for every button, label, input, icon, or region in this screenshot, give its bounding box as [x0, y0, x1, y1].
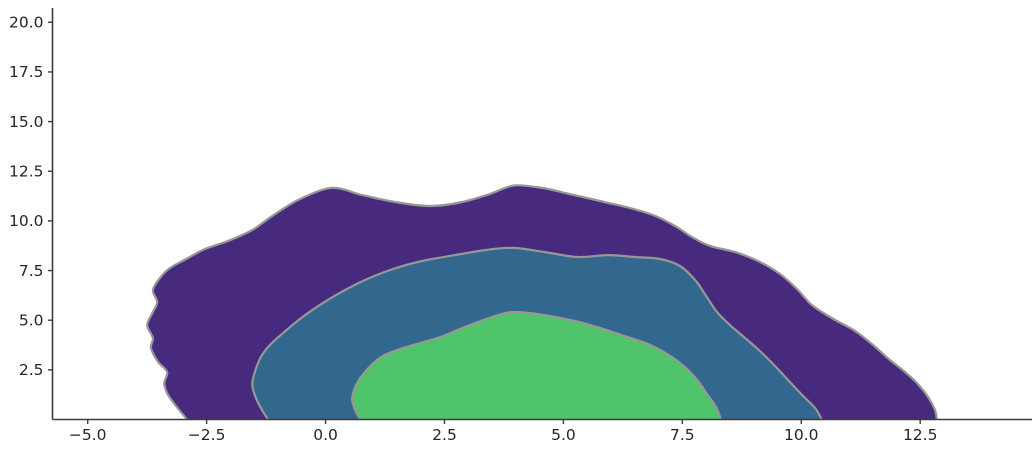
y-tick-label: 10.0	[9, 212, 44, 230]
y-tick-label: 20.0	[9, 14, 44, 32]
y-tick-label: 2.5	[19, 361, 44, 379]
contour-layers	[146, 184, 938, 420]
contour-edge-inner-high-density	[351, 310, 722, 420]
x-tick-label: 10.0	[784, 426, 819, 444]
y-tick-label: 7.5	[19, 262, 44, 280]
x-tick-label: 2.5	[432, 426, 457, 444]
x-tick-label: 0.0	[313, 426, 338, 444]
x-tick-label: 12.5	[903, 426, 938, 444]
contour-edge-outer-low-density	[146, 184, 938, 420]
x-tick-label: 7.5	[670, 426, 695, 444]
x-tick-label: −5.0	[69, 426, 107, 444]
y-tick-label: 17.5	[9, 63, 44, 81]
x-tick-label: 5.0	[551, 426, 576, 444]
y-tick-label: 15.0	[9, 113, 44, 131]
y-tick-label: 12.5	[9, 163, 44, 181]
contour-fill-inner-high-density	[352, 311, 721, 420]
y-tick-label: 5.0	[19, 311, 44, 329]
x-tick-label: −2.5	[188, 426, 226, 444]
contour-edge-middle-density	[251, 246, 823, 420]
